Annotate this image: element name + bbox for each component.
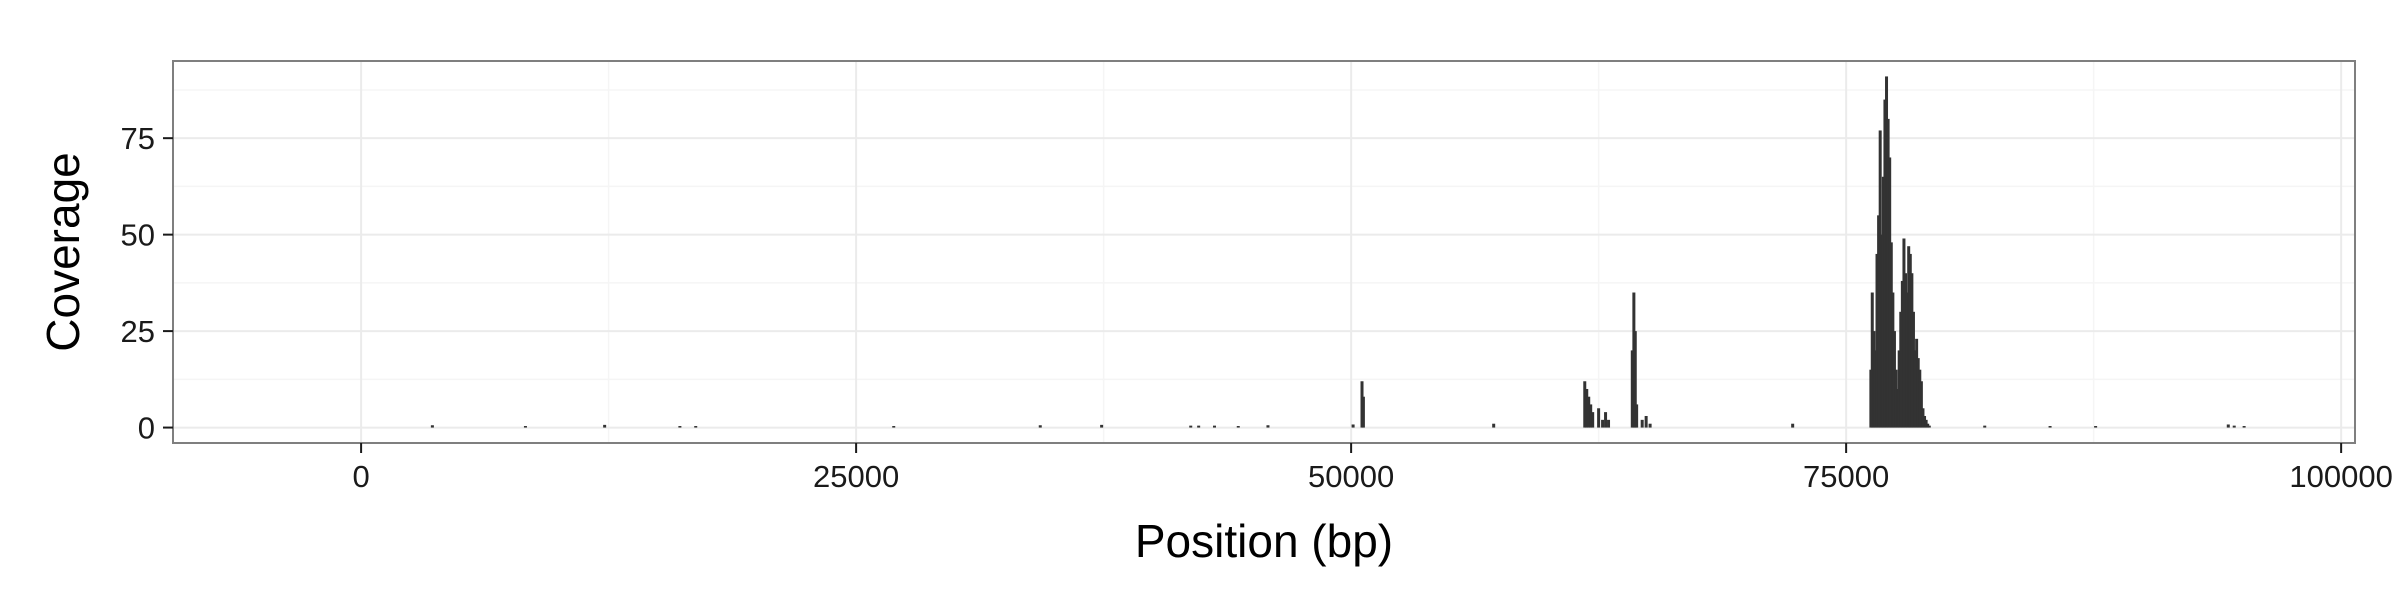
coverage-bar <box>1883 99 1887 428</box>
coverage-bar <box>1597 408 1601 428</box>
y-tick-label: 50 <box>121 218 155 253</box>
x-tick-label: 50000 <box>1308 459 1394 494</box>
coverage-bar <box>1891 292 1895 428</box>
coverage-bar <box>1648 423 1652 428</box>
coverage-bar <box>1896 388 1900 428</box>
coverage-bar <box>1908 253 1912 428</box>
coverage-bar <box>1591 412 1595 428</box>
coverage-bar <box>1886 118 1890 428</box>
coverage-bar <box>1919 381 1923 428</box>
coverage-bar <box>1902 238 1906 428</box>
coverage-bar <box>1644 415 1648 428</box>
coverage-bar <box>2048 426 2052 428</box>
y-tick-label: 0 <box>138 411 155 446</box>
coverage-bar <box>1888 157 1892 428</box>
coverage-bar <box>1889 242 1893 428</box>
coverage-bar <box>2226 424 2230 428</box>
coverage-bar <box>1897 350 1901 428</box>
coverage-bar <box>1877 215 1881 428</box>
coverage-bar <box>1911 311 1915 428</box>
x-tick-label: 25000 <box>813 459 899 494</box>
coverage-bar <box>1604 412 1608 428</box>
coverage-bar <box>1916 358 1920 428</box>
coverage-bar <box>1197 425 1201 428</box>
coverage-bar <box>1921 408 1925 428</box>
x-tick-label: 75000 <box>1803 459 1889 494</box>
coverage-bar <box>523 426 527 428</box>
coverage-bar <box>1633 331 1637 428</box>
x-axis-title: Position (bp) <box>1135 515 1393 567</box>
coverage-bar <box>1924 419 1928 428</box>
coverage-bar <box>1894 369 1898 428</box>
coverage-bar <box>678 426 682 428</box>
coverage-bar <box>1492 423 1496 428</box>
x-tick-label: 0 <box>352 459 369 494</box>
coverage-bar <box>1630 350 1634 428</box>
coverage-bar <box>1791 423 1795 428</box>
coverage-bar <box>1351 424 1355 428</box>
y-axis-title: Coverage <box>37 152 89 351</box>
coverage-bar <box>1878 130 1882 428</box>
coverage-bar <box>2094 426 2098 428</box>
coverage-bar <box>1875 253 1879 428</box>
coverage-bar <box>1585 388 1589 428</box>
coverage-bar <box>1926 423 1930 428</box>
coverage-bar <box>1905 292 1909 428</box>
coverage-bar <box>1872 331 1876 428</box>
coverage-bar <box>1904 273 1908 428</box>
coverage-bar <box>1266 425 1270 428</box>
coverage-bar <box>430 425 434 428</box>
coverage-bar <box>1892 331 1896 428</box>
coverage-bar <box>1236 426 1240 428</box>
coverage-bar <box>1589 404 1593 428</box>
coverage-bar <box>1361 396 1365 428</box>
coverage-bar <box>1915 338 1919 428</box>
coverage-bar <box>1587 396 1591 428</box>
coverage-bar <box>1913 350 1917 428</box>
coverage-bar <box>892 426 896 428</box>
coverage-bar <box>1870 292 1874 428</box>
coverage-bar <box>603 424 607 428</box>
coverage-bar <box>1907 246 1911 428</box>
y-tick-label: 75 <box>121 121 155 156</box>
coverage-bar <box>1189 425 1193 428</box>
y-tick-label: 25 <box>121 314 155 349</box>
coverage-bars <box>430 76 2246 428</box>
coverage-bar <box>2242 426 2246 428</box>
coverage-bar <box>1212 425 1216 428</box>
coverage-bar <box>1923 415 1927 428</box>
coverage-bar <box>2232 425 2236 428</box>
coverage-bar <box>1873 350 1877 428</box>
coverage-bar <box>1918 369 1922 428</box>
coverage-bar <box>1038 425 1042 428</box>
axes: 0 25 50 75 0 25000 50000 75000 100000 <box>121 121 2393 494</box>
coverage-bar <box>1885 76 1889 428</box>
coverage-bar <box>1601 419 1605 428</box>
coverage-bar <box>1635 404 1639 428</box>
coverage-bar <box>1927 425 1931 428</box>
plot-panel-border <box>172 60 2356 444</box>
coverage-bar <box>1640 419 1644 428</box>
grid-lines <box>173 61 2355 443</box>
coverage-bar <box>1881 176 1885 428</box>
coverage-bar <box>1983 425 1987 428</box>
coverage-bar <box>1900 280 1904 428</box>
coverage-bar <box>694 426 698 428</box>
coverage-bar <box>1583 381 1587 428</box>
coverage-bar <box>1910 273 1914 428</box>
coverage-bar <box>1100 424 1104 428</box>
plot-panel-background <box>173 61 2355 443</box>
coverage-bar <box>1607 419 1611 428</box>
x-tick-label: 100000 <box>2289 459 2392 494</box>
coverage-bar <box>1880 234 1884 428</box>
coverage-bar <box>1899 311 1903 428</box>
